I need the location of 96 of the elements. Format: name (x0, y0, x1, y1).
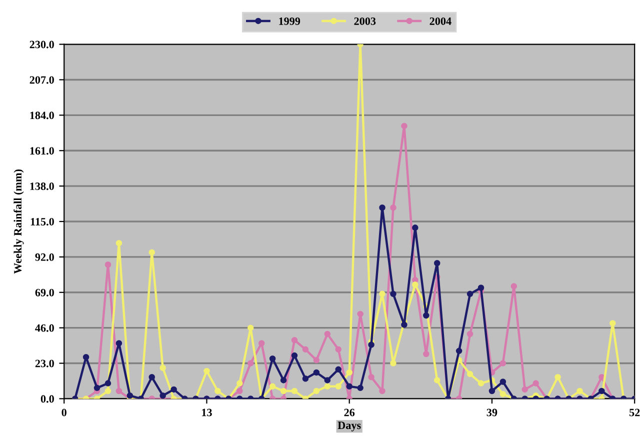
point (236, 380, 243, 386)
point (510, 283, 518, 290)
point (214, 388, 221, 394)
x-tick-label: 13 (202, 408, 212, 416)
point (269, 383, 276, 390)
point (532, 380, 539, 386)
point (291, 337, 298, 344)
point (148, 374, 155, 380)
point (116, 340, 122, 346)
point (335, 346, 342, 353)
point (401, 322, 408, 328)
point (94, 384, 100, 392)
point (610, 320, 616, 326)
x-tick-label: 0 (62, 408, 66, 416)
y-tick-label: 92.0 (35, 253, 54, 261)
point (335, 366, 342, 373)
point (500, 390, 506, 398)
y-tick-label: 23.0 (35, 360, 54, 368)
point (313, 369, 320, 376)
point (302, 376, 309, 382)
point (324, 330, 331, 338)
point (116, 388, 122, 394)
point (247, 324, 254, 331)
point (500, 360, 506, 366)
point (423, 312, 430, 319)
point (313, 388, 320, 394)
point (258, 340, 265, 346)
point (576, 388, 583, 394)
point (522, 386, 528, 393)
point (291, 352, 298, 359)
point (346, 383, 352, 390)
point (390, 360, 396, 366)
point (104, 380, 112, 386)
point (160, 392, 166, 399)
point (302, 346, 309, 353)
point (104, 262, 112, 268)
legend-label: 2003 (354, 17, 376, 25)
point (280, 388, 287, 394)
point (280, 377, 287, 384)
point (412, 224, 418, 231)
legend-label: 1999 (279, 17, 300, 25)
point (116, 240, 122, 246)
legend-label: 2004 (430, 17, 452, 25)
point (379, 290, 386, 298)
point (126, 392, 134, 399)
point (379, 204, 386, 211)
point (313, 357, 320, 364)
point (357, 310, 364, 318)
point (104, 388, 112, 394)
point (170, 386, 177, 393)
point (456, 348, 462, 354)
y-axis-title: Weekly Rainfall (mm) (14, 170, 24, 274)
y-tick-label: 138.0 (30, 182, 54, 190)
y-tick-label: 0.0 (40, 395, 54, 403)
point (466, 370, 474, 378)
point (346, 369, 352, 376)
point (598, 388, 605, 394)
point (204, 368, 210, 374)
point (236, 388, 243, 394)
x-axis-title: Days (338, 422, 361, 432)
x-tick-label: 39 (486, 408, 498, 416)
point (324, 377, 331, 384)
point (357, 384, 364, 392)
point (488, 388, 496, 394)
point (500, 378, 506, 385)
point (554, 374, 561, 380)
point (335, 383, 342, 390)
point (160, 364, 166, 372)
y-tick-label: 207.0 (30, 76, 54, 84)
point (291, 388, 298, 394)
point (478, 380, 484, 386)
point (401, 122, 408, 130)
y-tick-label: 230.0 (30, 40, 54, 48)
point (247, 360, 254, 366)
point (434, 260, 440, 266)
point (434, 377, 440, 384)
point (379, 388, 386, 394)
point (82, 354, 90, 360)
y-tick-label: 69.0 (35, 288, 54, 296)
point (423, 350, 430, 358)
point (269, 356, 276, 362)
point (478, 284, 484, 291)
point (390, 204, 396, 211)
point (466, 330, 474, 338)
y-tick-label: 46.0 (35, 324, 54, 332)
y-tick-label: 161.0 (30, 147, 54, 155)
y-tick-label: 115.0 (30, 218, 54, 226)
point (324, 383, 331, 390)
x-tick-label: 52 (629, 408, 640, 416)
y-tick-label: 184.0 (30, 112, 54, 120)
point (368, 374, 374, 380)
point (148, 249, 155, 256)
point (466, 290, 474, 298)
x-tick-label: 26 (344, 408, 355, 416)
point (390, 290, 396, 298)
point (368, 342, 374, 348)
